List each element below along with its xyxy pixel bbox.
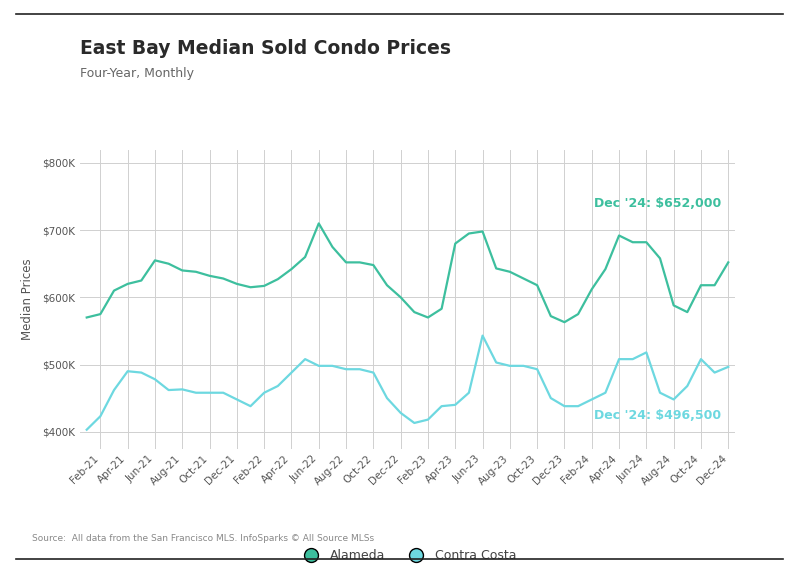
Text: Dec '24: $496,500: Dec '24: $496,500	[594, 409, 721, 421]
Text: Four-Year, Monthly: Four-Year, Monthly	[80, 67, 194, 81]
Text: Dec '24: $652,000: Dec '24: $652,000	[594, 197, 721, 210]
Legend: Alameda, Contra Costa: Alameda, Contra Costa	[293, 545, 522, 568]
Text: Source:  All data from the San Francisco MLS. InfoSparks © All Source MLSs: Source: All data from the San Francisco …	[32, 534, 374, 543]
Y-axis label: Median Prices: Median Prices	[21, 258, 34, 340]
Text: East Bay Median Sold Condo Prices: East Bay Median Sold Condo Prices	[80, 39, 451, 58]
